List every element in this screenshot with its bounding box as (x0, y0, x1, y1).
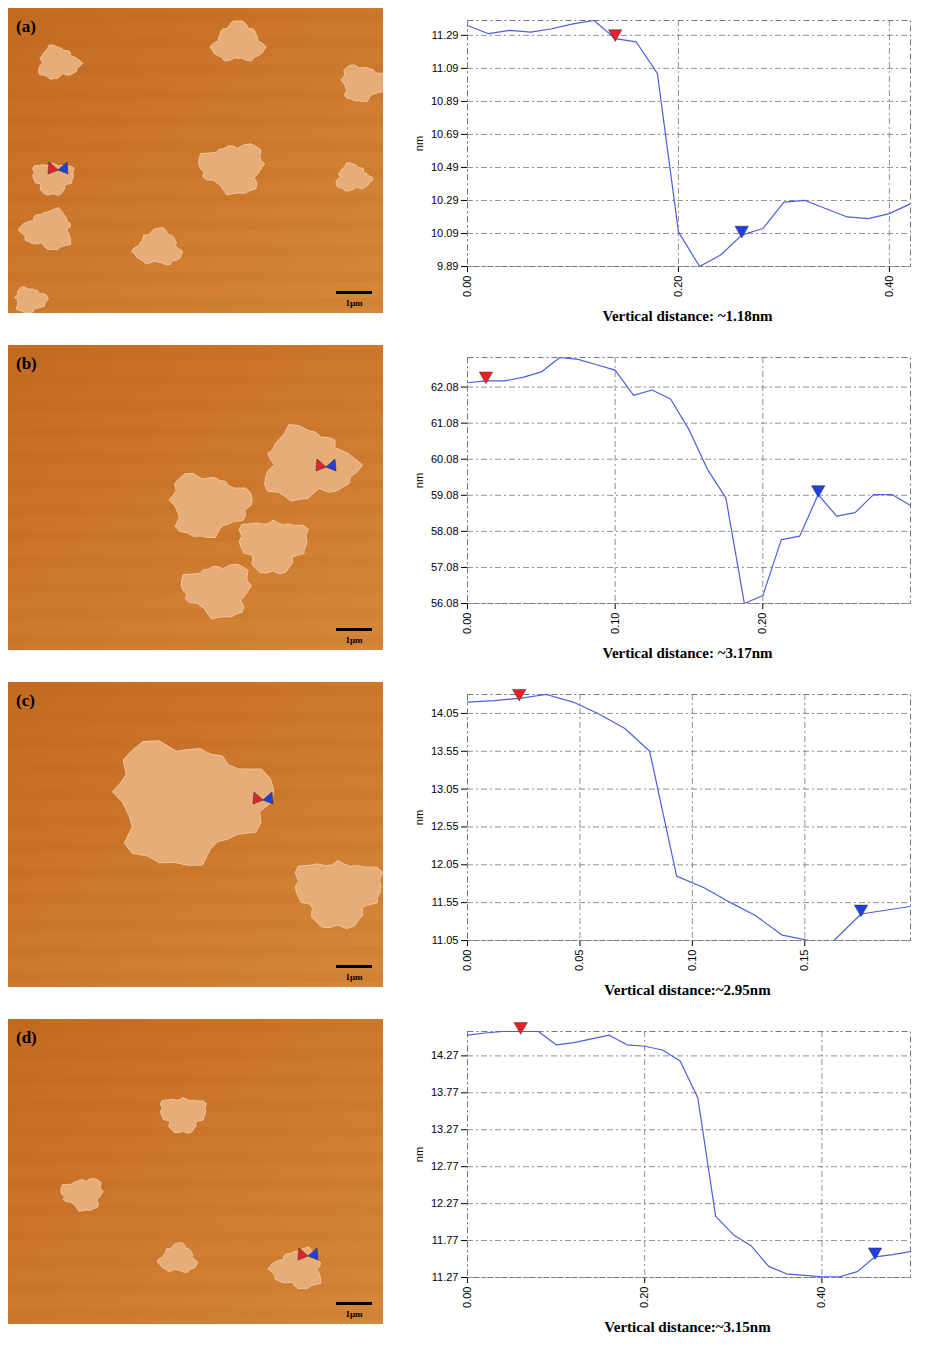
svg-text:1μm: 1μm (345, 972, 363, 982)
svg-text:59.08: 59.08 (431, 489, 459, 501)
svg-text:0.20: 0.20 (756, 613, 768, 634)
svg-text:1μm: 1μm (345, 298, 363, 308)
svg-text:0.00: 0.00 (461, 276, 473, 297)
svg-text:12.27: 12.27 (431, 1197, 459, 1209)
svg-text:9.89: 9.89 (437, 260, 458, 272)
svg-text:13.05: 13.05 (431, 783, 459, 795)
svg-text:62.08: 62.08 (431, 381, 459, 393)
svg-text:0.15: 0.15 (798, 950, 810, 971)
svg-text:14.27: 14.27 (431, 1049, 459, 1061)
svg-text:57.08: 57.08 (431, 561, 459, 573)
svg-text:nm: nm (413, 810, 425, 825)
svg-text:0.40: 0.40 (883, 276, 895, 297)
svg-text:10.49: 10.49 (431, 161, 459, 173)
svg-text:nm: nm (413, 1147, 425, 1162)
svg-text:0.20: 0.20 (672, 276, 684, 297)
svg-text:0.40: 0.40 (815, 1287, 827, 1308)
html-text:Vertical distance: ~1.18nm: Vertical distance: ~1.18nm (602, 308, 773, 324)
svg-text:11.09: 11.09 (432, 62, 459, 74)
svg-text:58.08: 58.08 (431, 525, 459, 537)
svg-text:11.05: 11.05 (432, 934, 459, 946)
svg-text:0.20: 0.20 (638, 1287, 650, 1308)
svg-text:0.00: 0.00 (461, 613, 473, 634)
svg-text:13.55: 13.55 (431, 745, 459, 757)
svg-text:(d): (d) (16, 1028, 37, 1047)
svg-text:11.29: 11.29 (432, 29, 459, 41)
svg-text:12.05: 12.05 (431, 858, 459, 870)
svg-text:0.00: 0.00 (461, 950, 473, 971)
svg-text:11.55: 11.55 (432, 896, 459, 908)
html-text:Vertical distance:~3.15nm: Vertical distance:~3.15nm (604, 1319, 771, 1335)
svg-text:14.05: 14.05 (431, 707, 459, 719)
svg-text:1μm: 1μm (345, 635, 363, 645)
svg-text:12.55: 12.55 (431, 820, 459, 832)
svg-text:0.00: 0.00 (461, 1287, 473, 1308)
svg-text:10.69: 10.69 (431, 128, 459, 140)
svg-text:1μm: 1μm (345, 1309, 363, 1319)
svg-text:13.27: 13.27 (431, 1123, 459, 1135)
svg-text:nm: nm (413, 473, 425, 488)
svg-text:60.08: 60.08 (431, 453, 459, 465)
svg-text:56.08: 56.08 (431, 597, 459, 609)
html-text:Vertical distance:~2.95nm: Vertical distance:~2.95nm (604, 982, 771, 998)
svg-text:13.77: 13.77 (431, 1086, 459, 1098)
svg-text:11.77: 11.77 (432, 1234, 459, 1246)
svg-text:10.09: 10.09 (431, 227, 459, 239)
svg-text:10.29: 10.29 (431, 194, 459, 206)
svg-text:12.77: 12.77 (431, 1160, 459, 1172)
svg-text:10.89: 10.89 (431, 95, 459, 107)
svg-text:61.08: 61.08 (431, 417, 459, 429)
svg-text:nm: nm (413, 136, 425, 151)
svg-text:(a): (a) (16, 17, 36, 36)
svg-text:0.10: 0.10 (686, 950, 698, 971)
svg-text:11.27: 11.27 (432, 1271, 459, 1283)
svg-text:0.05: 0.05 (573, 950, 585, 971)
svg-text:0.10: 0.10 (609, 613, 621, 634)
html-text:Vertical distance: ~3.17nm: Vertical distance: ~3.17nm (602, 645, 773, 661)
svg-text:(b): (b) (16, 354, 37, 373)
svg-text:(c): (c) (16, 691, 35, 710)
